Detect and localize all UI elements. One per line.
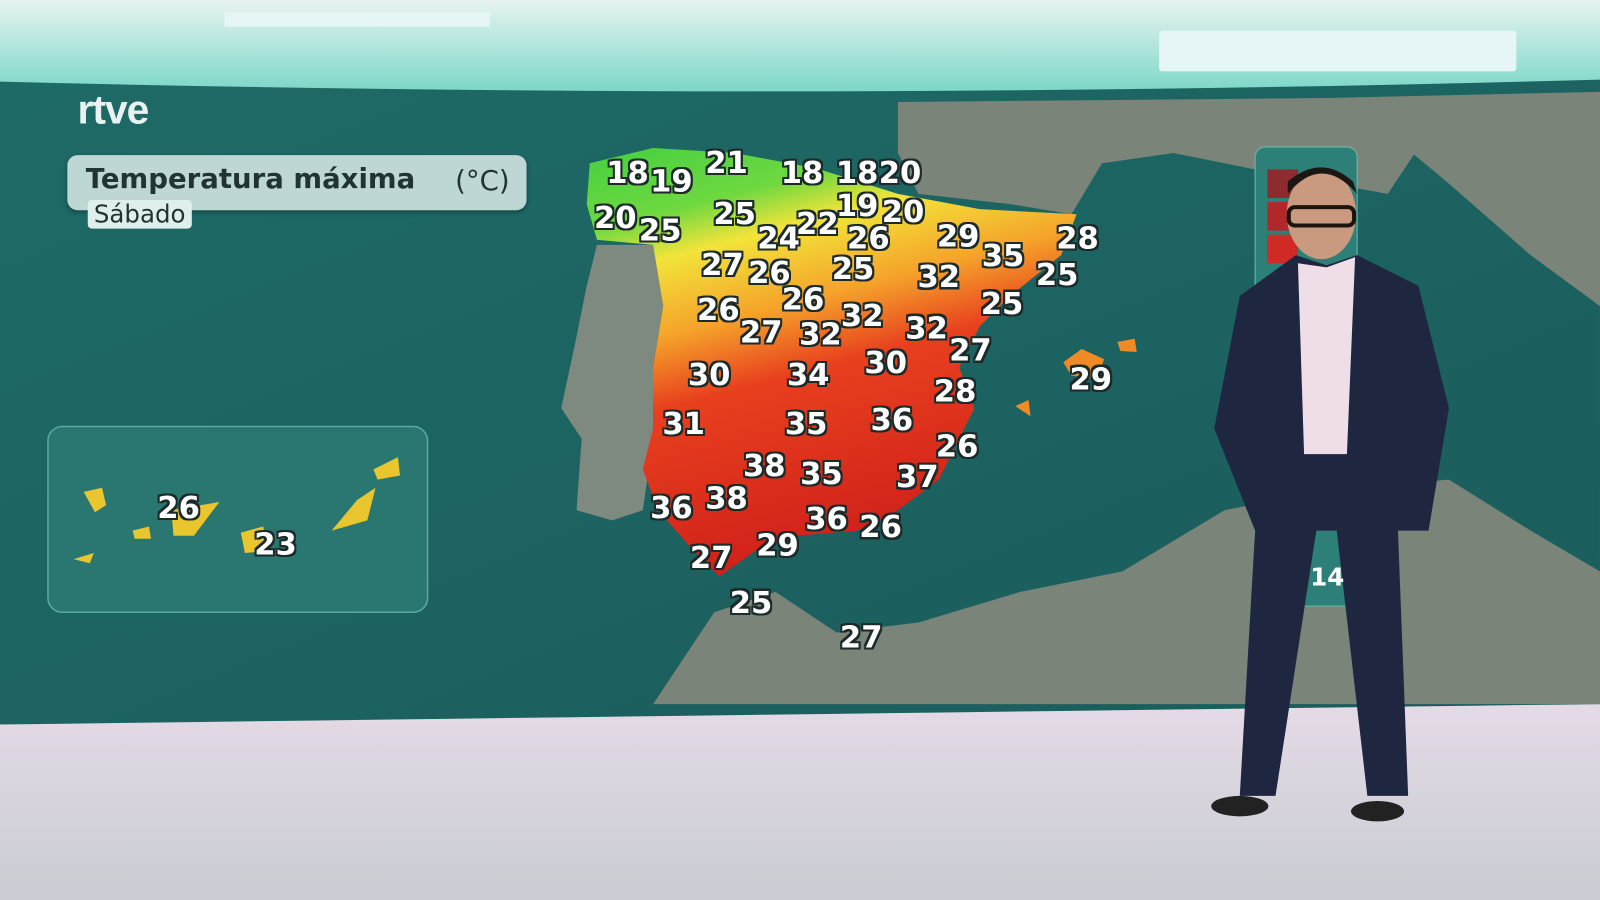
temperature-label-africa-coast: 25: [729, 585, 773, 621]
studio-floor: [0, 693, 1600, 900]
land-spain-heatmap: [586, 147, 1077, 577]
temperature-label-peninsula: 25: [1035, 257, 1079, 294]
temperature-label-peninsula: 35: [800, 456, 843, 493]
temperature-label-peninsula: 26: [847, 220, 890, 257]
temperature-label-peninsula: 30: [864, 345, 908, 382]
temperature-label-peninsula: 26: [748, 255, 791, 292]
temperature-label-peninsula: 32: [840, 298, 884, 335]
temperature-label-peninsula: 20: [878, 155, 922, 192]
temperature-label-peninsula: 32: [799, 316, 842, 353]
temperature-label-peninsula: 26: [781, 282, 825, 318]
temperature-label-peninsula: 29: [936, 218, 980, 255]
temperature-label-peninsula: 28: [933, 373, 977, 410]
land-portugal: [561, 244, 664, 521]
temperature-label-peninsula: 20: [881, 194, 925, 231]
temperature-label-peninsula: 34: [786, 357, 830, 394]
map-title: Temperatura máxima: [85, 163, 416, 195]
unit-label: (°C): [455, 165, 510, 197]
temperature-label-peninsula: 30: [687, 357, 731, 394]
temperature-label-peninsula: 37: [896, 459, 939, 496]
temperature-label-canarias: 26: [157, 490, 200, 527]
temperature-label-peninsula: 18: [606, 155, 649, 192]
temperature-label-peninsula: 36: [650, 490, 693, 527]
temperature-label-peninsula: 28: [1056, 220, 1099, 257]
temperature-label-peninsula: 27: [739, 314, 783, 351]
presenter: [1211, 167, 1449, 822]
temperature-label-peninsula: 26: [697, 292, 740, 329]
temperature-label-peninsula: 24: [757, 220, 800, 257]
temperature-label-peninsula: 26: [859, 509, 902, 546]
temperature-label-peninsula: 22: [796, 206, 839, 243]
temperature-label-peninsula: 25: [713, 196, 756, 233]
temperature-label-peninsula: 35: [981, 238, 1025, 274]
temperature-label-baleares: 29: [1069, 361, 1113, 398]
legend-value: 14: [1310, 563, 1345, 592]
temperature-label-peninsula: 32: [917, 259, 961, 296]
temperature-label-peninsula: 38: [742, 448, 786, 485]
temperature-label-peninsula: 21: [705, 145, 748, 182]
temperature-label-peninsula: 18: [780, 155, 824, 192]
land-italy: [1326, 91, 1600, 307]
temperature-label-peninsula: 25: [831, 251, 875, 288]
land-france: [897, 97, 1429, 215]
temperature-label-peninsula: 20: [594, 200, 637, 237]
temperature-label-canarias: 23: [254, 527, 297, 563]
temperature-label-peninsula: 19: [650, 163, 693, 200]
temperature-label-peninsula: 27: [949, 333, 992, 369]
temperature-label-peninsula: 35: [784, 406, 828, 443]
temperature-label-peninsula: 19: [835, 188, 879, 224]
temperature-label-peninsula: 31: [662, 406, 705, 443]
temperature-label-peninsula: 36: [870, 402, 914, 439]
temperature-label-peninsula: 38: [705, 481, 748, 517]
day-label: Sábado: [87, 199, 192, 229]
temperature-label-peninsula: 26: [935, 429, 979, 465]
land-baleares: [1015, 338, 1137, 417]
canarias-inset: [47, 425, 429, 614]
temperature-label-peninsula: 25: [980, 286, 1024, 322]
temperature-label-africa-coast: 27: [839, 619, 883, 656]
temperature-label-peninsula: 32: [905, 310, 948, 347]
temperature-label-peninsula: 36: [805, 501, 848, 538]
temperature-label-peninsula: 27: [701, 247, 744, 284]
temperature-label-peninsula: 18: [835, 155, 879, 192]
temperature-label-peninsula: 25: [638, 212, 682, 249]
temperature-label-peninsula: 27: [689, 540, 733, 577]
temperature-label-peninsula: 29: [756, 528, 799, 564]
rtve-logo: rtve: [77, 87, 150, 133]
